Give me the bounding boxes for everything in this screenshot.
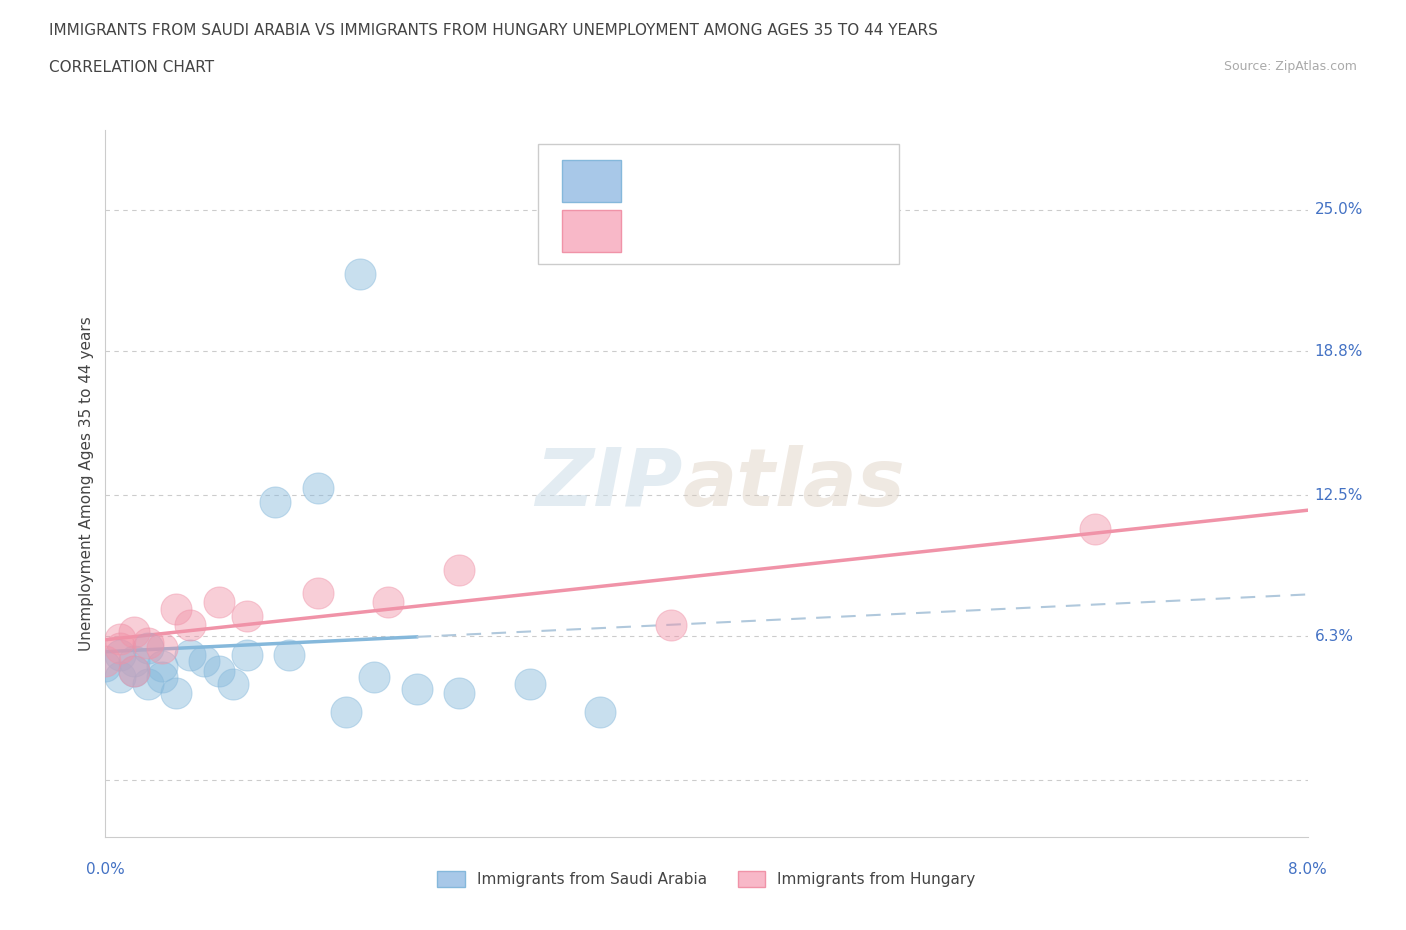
Point	[108, 641, 131, 656]
Point	[150, 641, 173, 656]
Point	[264, 495, 287, 510]
Point	[236, 608, 259, 623]
Point	[447, 686, 470, 701]
Point	[659, 618, 682, 632]
Point	[307, 586, 329, 601]
Text: ZIP: ZIP	[536, 445, 682, 523]
FancyBboxPatch shape	[562, 210, 621, 252]
Point	[122, 624, 145, 639]
Text: 6.3%: 6.3%	[1315, 629, 1354, 644]
Point	[193, 654, 215, 669]
Point	[122, 663, 145, 678]
Text: 18.8%: 18.8%	[1315, 344, 1362, 359]
Text: R = 0.405: R = 0.405	[637, 222, 727, 240]
Text: IMMIGRANTS FROM SAUDI ARABIA VS IMMIGRANTS FROM HUNGARY UNEMPLOYMENT AMONG AGES : IMMIGRANTS FROM SAUDI ARABIA VS IMMIGRAN…	[49, 23, 938, 38]
Point	[405, 682, 427, 697]
Text: Source: ZipAtlas.com: Source: ZipAtlas.com	[1223, 60, 1357, 73]
Point	[207, 594, 229, 609]
Y-axis label: Unemployment Among Ages 35 to 44 years: Unemployment Among Ages 35 to 44 years	[79, 316, 94, 651]
Point	[179, 618, 201, 632]
Point	[447, 563, 470, 578]
Point	[377, 594, 399, 609]
Text: N = 16: N = 16	[756, 222, 820, 240]
Point	[94, 654, 117, 669]
Text: 25.0%: 25.0%	[1315, 203, 1362, 218]
Point	[363, 670, 385, 684]
Text: 8.0%: 8.0%	[1288, 862, 1327, 877]
Point	[519, 677, 541, 692]
Point	[307, 481, 329, 496]
Point	[335, 704, 357, 719]
Point	[278, 647, 301, 662]
Point	[122, 654, 145, 669]
Point	[179, 647, 201, 662]
Point	[136, 636, 159, 651]
Text: R = 0.462: R = 0.462	[637, 172, 727, 190]
Point	[108, 670, 131, 684]
Point	[222, 677, 245, 692]
Legend: Immigrants from Saudi Arabia, Immigrants from Hungary: Immigrants from Saudi Arabia, Immigrants…	[432, 865, 981, 893]
FancyBboxPatch shape	[562, 160, 621, 202]
Text: atlas: atlas	[682, 445, 905, 523]
Point	[136, 677, 159, 692]
Point	[207, 663, 229, 678]
Point	[108, 647, 131, 662]
Point	[236, 647, 259, 662]
Point	[94, 658, 117, 673]
Point	[122, 663, 145, 678]
FancyBboxPatch shape	[538, 144, 898, 264]
Point	[1084, 522, 1107, 537]
Point	[349, 266, 371, 281]
Text: 0.0%: 0.0%	[86, 862, 125, 877]
Point	[589, 704, 612, 719]
Text: N = 24: N = 24	[756, 172, 820, 190]
Point	[150, 670, 173, 684]
Point	[150, 658, 173, 673]
Point	[108, 631, 131, 646]
Point	[136, 641, 159, 656]
Text: 12.5%: 12.5%	[1315, 487, 1362, 502]
Point	[165, 602, 187, 617]
Point	[165, 686, 187, 701]
Text: CORRELATION CHART: CORRELATION CHART	[49, 60, 214, 75]
